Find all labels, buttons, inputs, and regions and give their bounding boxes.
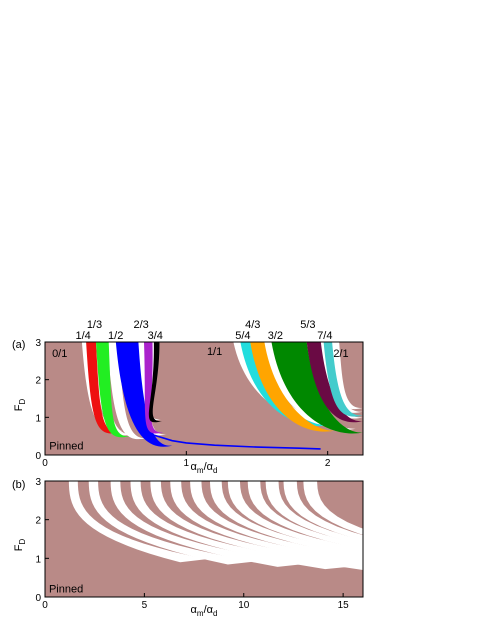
white-band-b <box>68 481 207 563</box>
region-labels-b: Pinned <box>49 583 83 595</box>
top-label-7-4: 7/4 <box>317 330 332 342</box>
top-label-3-4: 3/4 <box>148 330 163 342</box>
ticks-a: 0 1 2 0 1 2 3 <box>35 338 330 469</box>
white-band-b <box>130 481 356 570</box>
tongue-7-4 <box>323 342 363 417</box>
region-label-a: 2/1 <box>333 348 348 360</box>
region-label-a: 0/1 <box>52 348 67 360</box>
y-tick-label-b: 0 <box>35 593 41 604</box>
top-label-5-4: 5/4 <box>235 330 250 342</box>
x-tick-label-b: 10 <box>238 600 250 611</box>
top-label-1-3: 1/3 <box>87 319 102 331</box>
axes-frame-a <box>44 341 364 456</box>
plot-area-a <box>45 342 363 455</box>
top-label-1-4: 1/4 <box>76 330 91 342</box>
tongue-3-4 <box>148 342 163 423</box>
tongue-1-3 <box>95 342 130 438</box>
tongue-4-3 <box>250 342 335 432</box>
y-axis-label-b: FD <box>13 539 27 552</box>
region-labels-a: 0/1 1/1 2/1 Pinned <box>49 346 348 452</box>
y-tick-label-b: 1 <box>35 554 41 565</box>
x-tick-label-b: 15 <box>338 600 350 611</box>
y-tick-label-a: 0 <box>35 451 41 462</box>
x-tick-label-b: 5 <box>142 600 148 611</box>
tongue-5-3 <box>306 342 363 423</box>
panel-label-b: (b) <box>12 479 25 491</box>
y-tick-label-a: 1 <box>35 413 41 424</box>
white-band-b <box>265 481 363 546</box>
plot-area-b <box>45 481 363 597</box>
white-band-b <box>247 481 363 550</box>
y-tick-label-a: 3 <box>35 338 41 349</box>
tongue-1-2 <box>115 342 173 447</box>
y-tick-label-b: 3 <box>35 477 41 488</box>
x-tick-label-b: 0 <box>42 600 48 611</box>
tongue-1-4 <box>86 342 120 434</box>
white-band-b <box>88 481 256 565</box>
tongue-2-3 <box>143 342 164 434</box>
top-label-4-3: 4/3 <box>245 319 260 331</box>
x-tick-label-a: 2 <box>325 458 331 469</box>
gap-region-2 <box>107 342 147 440</box>
ticks-b: 0 5 10 15 0 1 2 3 <box>35 477 349 611</box>
x-axis-label-a: αm/αd <box>191 461 218 475</box>
top-label-5-3: 5/3 <box>300 319 315 331</box>
y-tick-label-a: 2 <box>35 376 41 387</box>
white-band-b <box>110 481 307 567</box>
panel-label-a: (a) <box>12 339 25 351</box>
x-tick-label-a: 1 <box>184 458 190 469</box>
top-label-3-2: 3/2 <box>268 330 283 342</box>
panel-b: (b) 0 5 10 15 0 1 2 3 Pinned αm/αd FD <box>12 477 364 618</box>
white-band-b <box>303 481 363 535</box>
top-labels-a: 1/41/3 1/2 2/33/4 5/44/3 3/2 5/37/4 <box>76 319 333 342</box>
top-label-1-2: 1/2 <box>108 330 123 342</box>
panel-a: (a) 0 1 2 0 1 2 3 1/41/3 1/2 2/33/4 5/44/3 3/2 5/37… <box>12 319 364 475</box>
axes-frame-b <box>44 480 364 598</box>
white-band-b <box>283 481 363 541</box>
region-label-a: 1/1 <box>207 346 222 358</box>
top-label-2-3: 2/3 <box>133 319 148 331</box>
x-axis-label-b: αm/αd <box>191 604 218 618</box>
y-axis-label-a: FD <box>13 399 27 412</box>
region-label-b: Pinned <box>49 583 83 595</box>
y-tick-label-b: 2 <box>35 516 41 527</box>
region-label-a: Pinned <box>49 440 83 452</box>
pinned-boundary-line <box>150 433 321 450</box>
x-tick-label-a: 0 <box>42 458 48 469</box>
